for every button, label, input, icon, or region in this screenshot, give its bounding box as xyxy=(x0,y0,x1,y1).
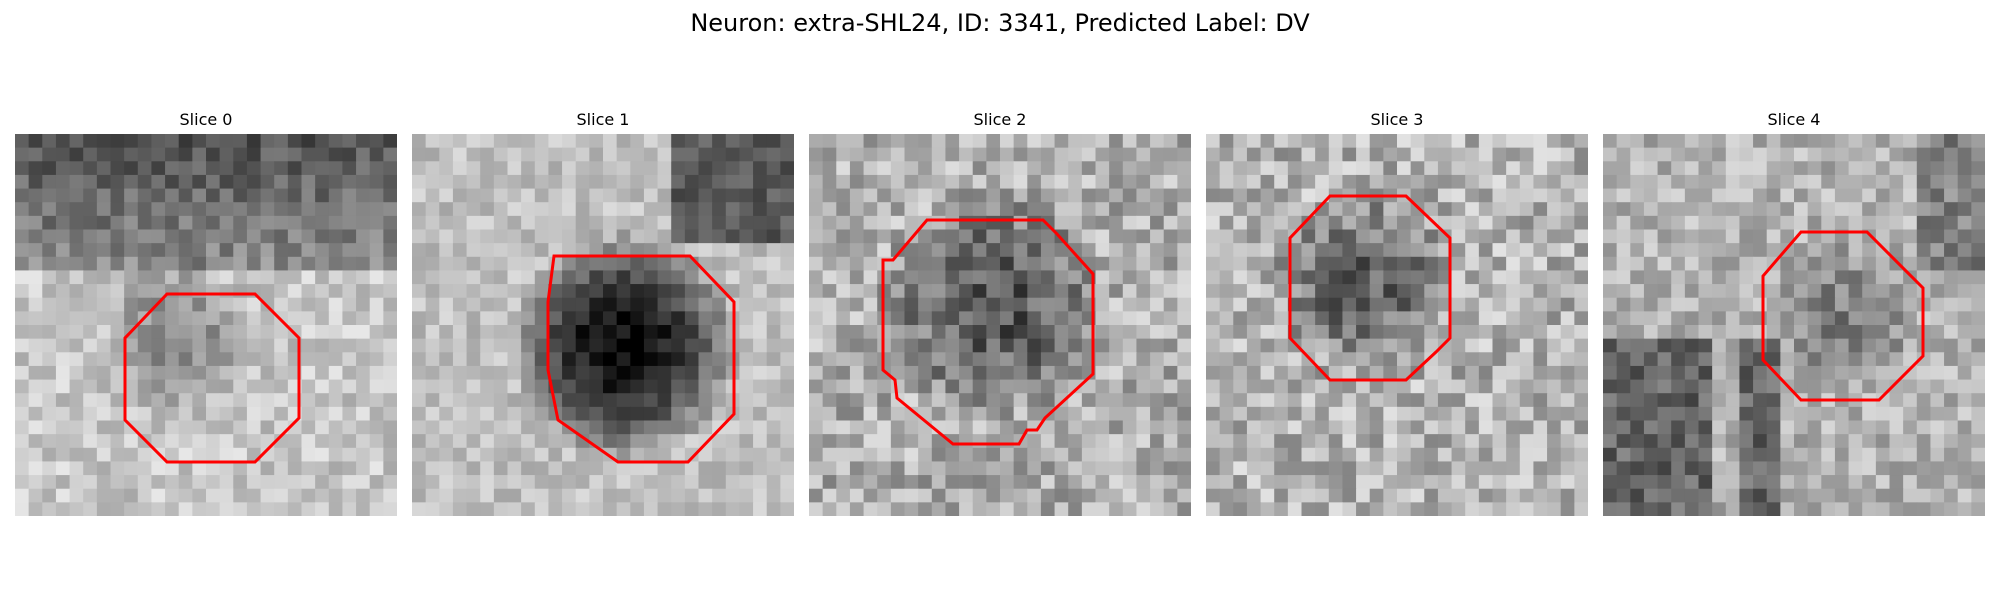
slice-panel-1: Slice 1 xyxy=(412,108,794,518)
grayscale-patch-3 xyxy=(1206,134,1588,516)
grayscale-patch-1 xyxy=(412,134,794,516)
grayscale-patch-2 xyxy=(809,134,1191,516)
roi-outline-3 xyxy=(1288,194,1452,382)
slice-panel-4: Slice 4 xyxy=(1603,108,1985,518)
roi-outline-1 xyxy=(546,254,736,464)
grayscale-patch-4 xyxy=(1603,134,1985,516)
roi-outline-4 xyxy=(1761,230,1925,402)
roi-outline-0 xyxy=(123,292,301,464)
slice-image-2 xyxy=(809,134,1191,516)
slice-panel-3: Slice 3 xyxy=(1206,108,1588,518)
figure-title: Neuron: extra-SHL24, ID: 3341, Predicted… xyxy=(690,9,1310,37)
slice-image-4 xyxy=(1603,134,1985,516)
slice-title-3: Slice 3 xyxy=(1370,110,1424,129)
slice-image-1 xyxy=(412,134,794,516)
slice-image-3 xyxy=(1206,134,1588,516)
slice-image-0 xyxy=(15,134,397,516)
roi-outline-2 xyxy=(881,218,1095,446)
slice-panel-2: Slice 2 xyxy=(809,108,1191,518)
slice-title-4: Slice 4 xyxy=(1767,110,1821,129)
slice-panel-0: Slice 0 xyxy=(15,108,397,518)
slice-title-2: Slice 2 xyxy=(973,110,1027,129)
grayscale-patch-0 xyxy=(15,134,397,516)
slice-title-1: Slice 1 xyxy=(576,110,630,129)
slice-title-0: Slice 0 xyxy=(179,110,233,129)
